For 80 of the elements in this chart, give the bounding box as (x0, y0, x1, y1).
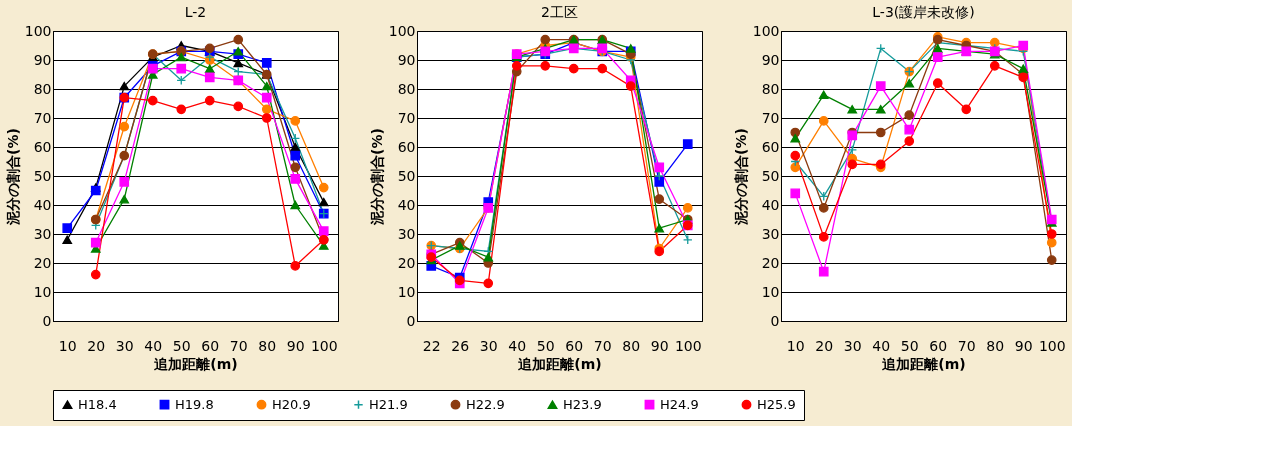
y-tick-label: 70 (761, 109, 780, 126)
y-tick-label: 80 (33, 80, 52, 97)
y-tick-label: 70 (33, 109, 52, 126)
legend-label: H23.9 (563, 396, 602, 412)
x-tick-label: 30 (843, 337, 862, 354)
y-axis-title: 泥分の割合(%) (4, 128, 21, 226)
legend-label: H19.8 (175, 396, 214, 412)
y-tick-label: 80 (761, 80, 780, 97)
x-tick-label: 90 (650, 337, 669, 354)
legend-label: H24.9 (660, 396, 699, 412)
y-tick-label: 60 (33, 138, 52, 155)
legend-label: H25.9 (757, 396, 796, 412)
chart-title: 2工区 (541, 4, 578, 20)
x-tick-label: 80 (258, 337, 277, 354)
y-tick-label: 0 (770, 312, 780, 329)
x-tick-label: 60 (201, 337, 220, 354)
x-tick-label: 60 (929, 337, 948, 354)
x-axis-title: 追加距離(m) (517, 355, 602, 372)
x-tick-label: 30 (115, 337, 134, 354)
x-tick-label: 100 (674, 337, 702, 354)
y-tick-label: 90 (33, 51, 52, 68)
y-tick-label: 50 (33, 167, 52, 184)
y-tick-label: 60 (761, 138, 780, 155)
x-tick-label: 90 (286, 337, 305, 354)
legend-label: H22.9 (466, 396, 505, 412)
x-tick-label: 80 (986, 337, 1005, 354)
y-tick-label: 40 (761, 196, 780, 213)
y-tick-label: 70 (397, 109, 416, 126)
x-tick-label: 70 (957, 337, 976, 354)
chart-title: L-3(護岸未改修) (872, 4, 975, 20)
x-tick-label: 10 (786, 337, 805, 354)
y-tick-label: 100 (24, 22, 52, 39)
y-tick-label: 80 (397, 80, 416, 97)
x-tick-label: 10 (58, 337, 77, 354)
y-tick-label: 20 (397, 254, 416, 271)
x-axis-title: 追加距離(m) (153, 355, 238, 372)
y-tick-label: 20 (761, 254, 780, 271)
y-tick-label: 50 (397, 167, 416, 184)
y-tick-label: 40 (397, 196, 416, 213)
x-tick-label: 70 (229, 337, 248, 354)
y-axis-title: 泥分の割合(%) (732, 128, 749, 226)
y-tick-label: 30 (33, 225, 52, 242)
x-tick-label: 40 (872, 337, 891, 354)
x-tick-label: 50 (172, 337, 191, 354)
x-tick-label: 22 (422, 337, 441, 354)
x-tick-label: 70 (593, 337, 612, 354)
x-tick-label: 40 (508, 337, 527, 354)
x-tick-label: 50 (900, 337, 919, 354)
y-tick-label: 30 (397, 225, 416, 242)
x-tick-label: 26 (451, 337, 470, 354)
x-tick-label: 30 (479, 337, 498, 354)
y-tick-label: 30 (761, 225, 780, 242)
y-tick-label: 90 (761, 51, 780, 68)
y-tick-label: 10 (33, 283, 52, 300)
x-tick-label: 60 (565, 337, 584, 354)
x-tick-label: 100 (310, 337, 338, 354)
x-tick-label: 100 (1038, 337, 1066, 354)
y-axis-title: 泥分の割合(%) (368, 128, 385, 226)
y-tick-label: 0 (42, 312, 52, 329)
y-tick-label: 10 (761, 283, 780, 300)
y-tick-label: 100 (388, 22, 416, 39)
x-axis-title: 追加距離(m) (881, 355, 966, 372)
y-tick-label: 50 (761, 167, 780, 184)
x-tick-label: 40 (144, 337, 163, 354)
legend-label: H20.9 (272, 396, 311, 412)
y-tick-label: 0 (406, 312, 416, 329)
chart-title: L-2 (184, 4, 207, 20)
x-tick-label: 50 (536, 337, 555, 354)
y-tick-label: 90 (397, 51, 416, 68)
x-tick-label: 20 (87, 337, 106, 354)
y-tick-label: 40 (33, 196, 52, 213)
x-tick-label: 90 (1014, 337, 1033, 354)
y-tick-label: 10 (397, 283, 416, 300)
legend-label: H18.4 (78, 396, 117, 412)
y-tick-label: 60 (397, 138, 416, 155)
x-tick-label: 80 (622, 337, 641, 354)
y-tick-label: 100 (752, 22, 780, 39)
y-tick-label: 20 (33, 254, 52, 271)
legend-label: H21.9 (369, 396, 408, 412)
x-tick-label: 20 (815, 337, 834, 354)
